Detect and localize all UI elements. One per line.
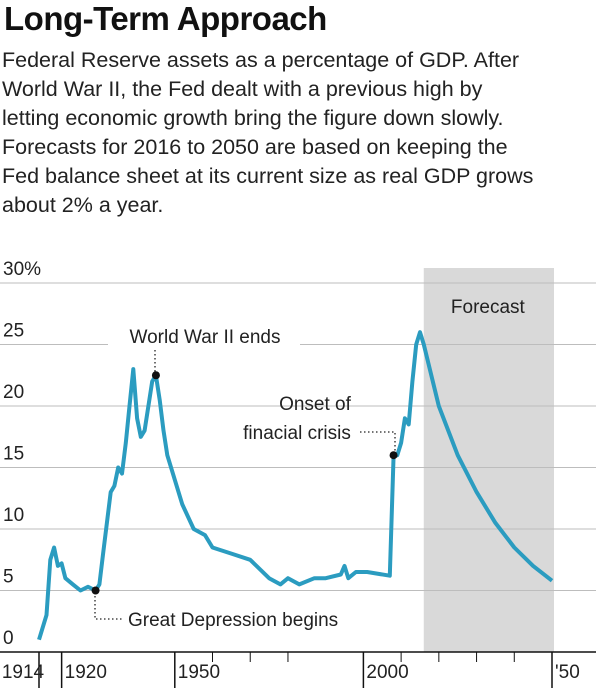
chart-title: Long-Term Approach <box>4 0 327 37</box>
y-tick-label: 0 <box>3 628 14 649</box>
leader <box>94 592 124 620</box>
y-tick-label: 15 <box>3 444 24 465</box>
annotation: Onset of <box>279 394 352 415</box>
x-tick-label: 1920 <box>65 662 107 683</box>
annotation: Great Depression begins <box>128 610 338 631</box>
x-tick-label: 2000 <box>366 662 408 683</box>
annotation: World War II ends <box>130 327 281 348</box>
leader <box>360 431 396 455</box>
subtitle-line: Forecasts for 2016 to 2050 are based on … <box>2 135 508 159</box>
y-tick-label: 10 <box>3 505 24 526</box>
x-tick-label: 1914 <box>2 662 45 683</box>
annotation-dot <box>151 371 160 380</box>
x-tick-label: '50 <box>555 662 580 683</box>
subtitle: Federal Reserve assets as a percentage o… <box>2 46 533 220</box>
annotation: finacial crisis <box>243 423 351 444</box>
subtitle-line: about 2% a year. <box>2 193 164 217</box>
subtitle-line: World War II, the Fed dealt with a previ… <box>2 77 483 101</box>
subtitle-line: Fed balance sheet at its current size as… <box>2 164 534 188</box>
y-tick-label: 30% <box>3 259 41 280</box>
y-tick-label: 20 <box>3 382 24 403</box>
forecast-label: Forecast <box>451 297 526 318</box>
forecast-region <box>423 268 554 652</box>
x-tick-label: 1950 <box>178 662 220 683</box>
annotation-dot <box>389 451 398 460</box>
y-tick-label: 5 <box>3 567 14 588</box>
y-tick-label: 25 <box>3 321 24 342</box>
annotation-dot <box>91 586 100 595</box>
subtitle-line: Federal Reserve assets as a percentage o… <box>2 48 520 72</box>
subtitle-line: letting economic growth bring the figure… <box>2 106 504 130</box>
